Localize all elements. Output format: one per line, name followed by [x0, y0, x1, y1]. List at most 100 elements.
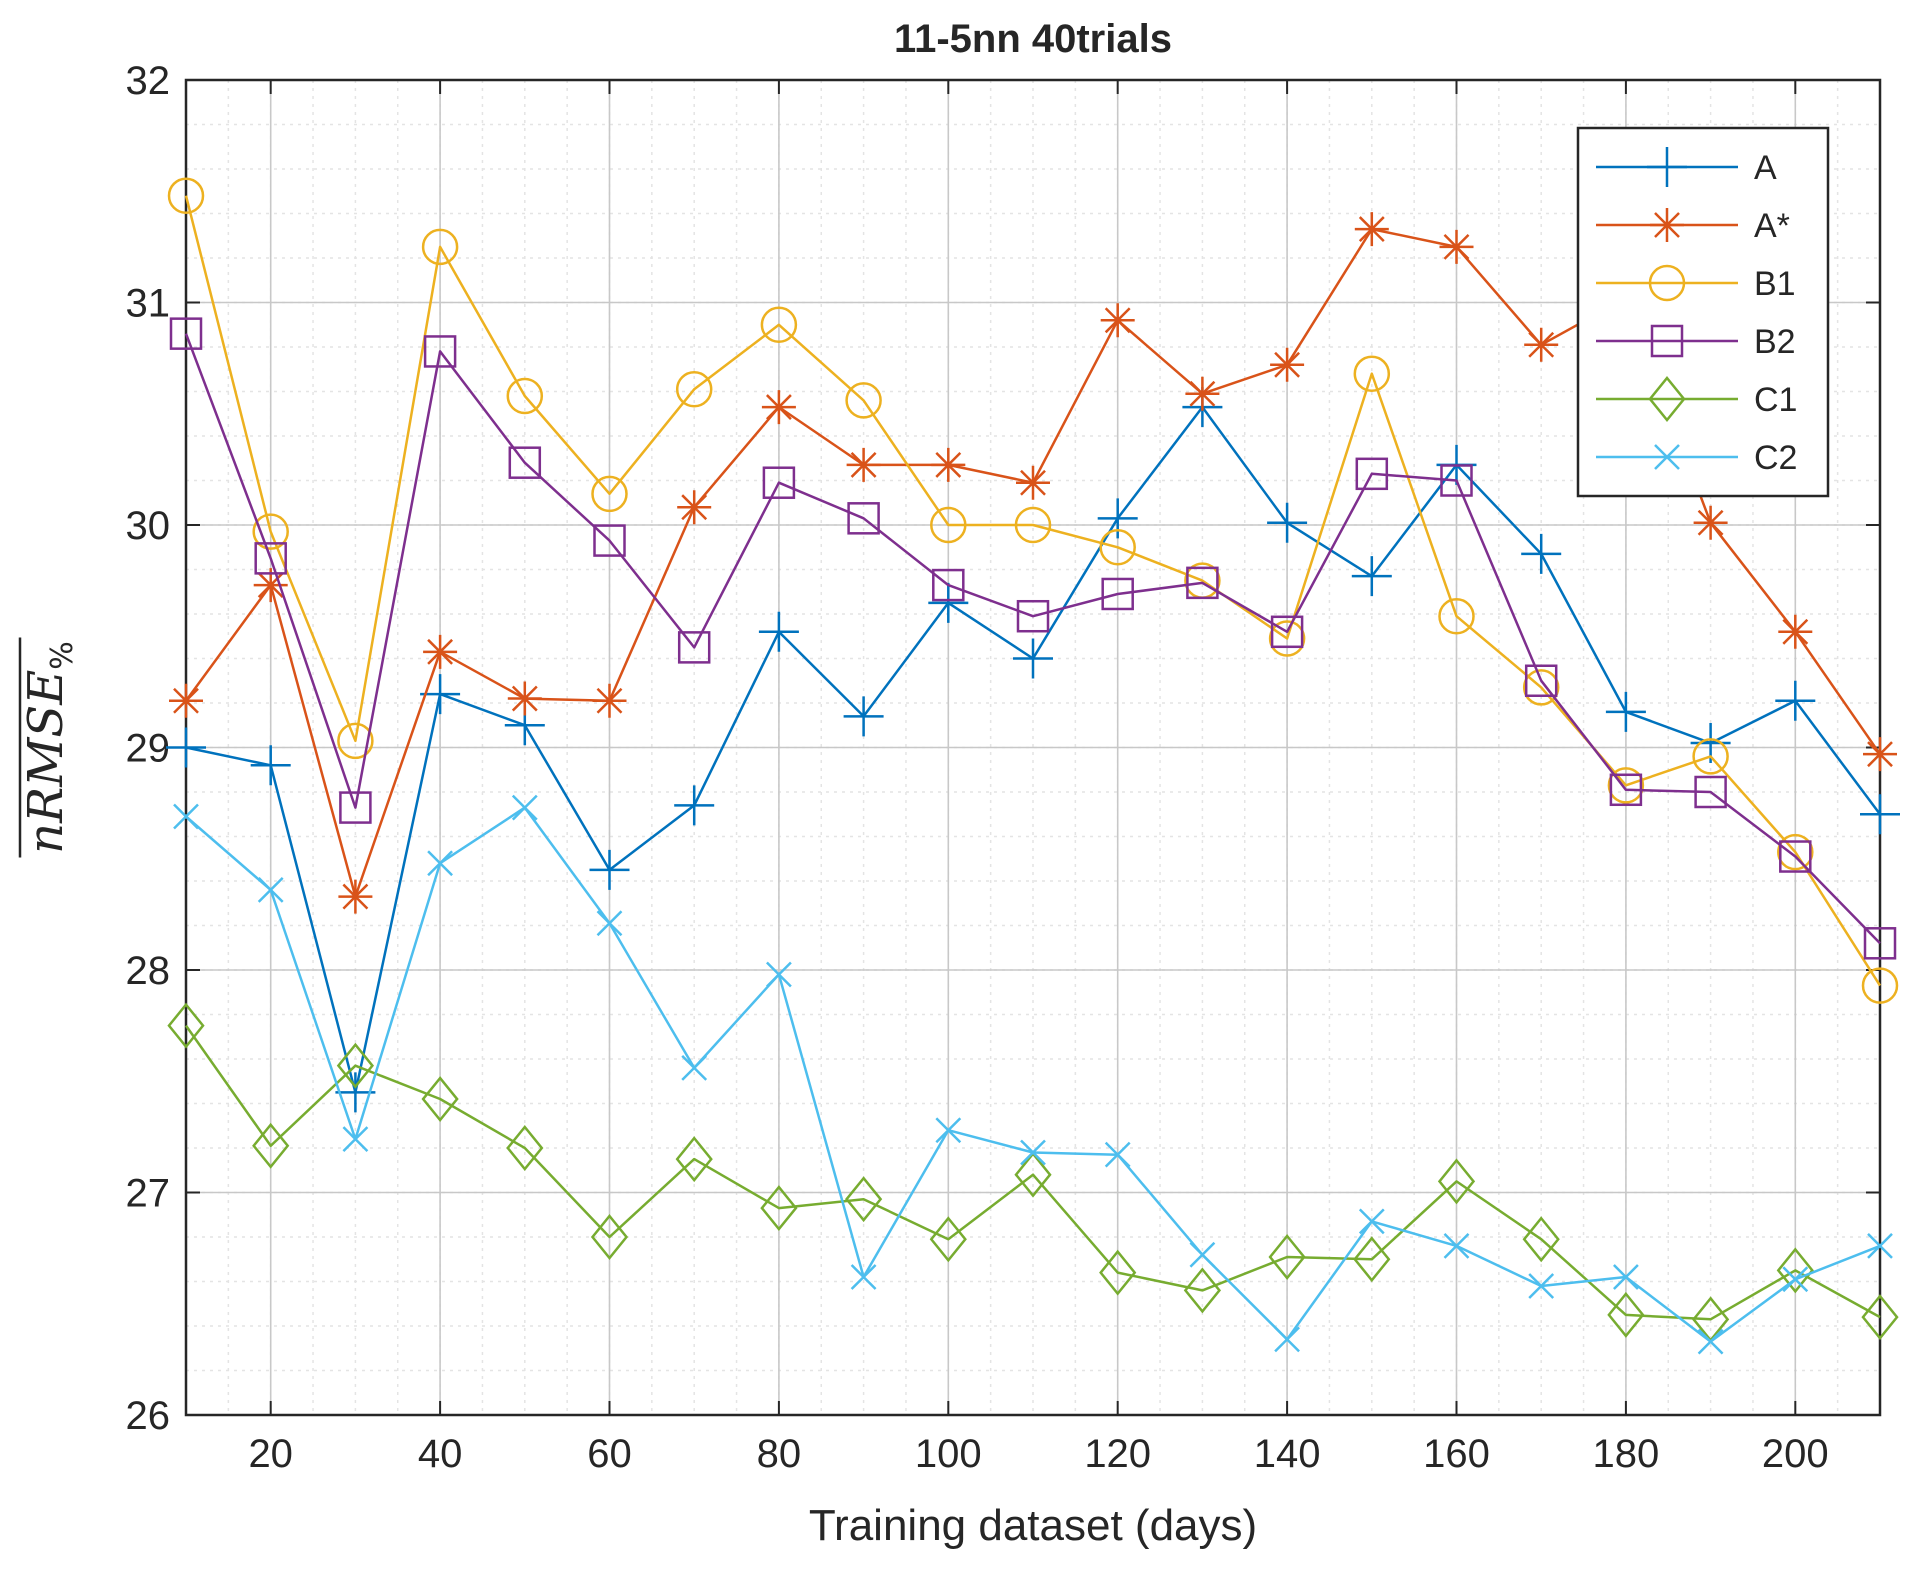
data-point — [1521, 533, 1562, 574]
data-point — [1524, 327, 1559, 362]
data-point — [846, 447, 881, 482]
data-point — [766, 961, 792, 988]
series-line — [184, 1024, 1881, 1321]
data-point — [1779, 840, 1812, 873]
legend-label: A* — [1754, 207, 1790, 245]
x-tick-label: 120 — [1084, 1432, 1151, 1476]
legend-marker — [1648, 264, 1686, 302]
data-point — [596, 910, 623, 937]
data-point — [677, 490, 712, 525]
data-point — [1351, 556, 1392, 597]
series-c2 — [173, 794, 1893, 1355]
x-tick-label: 180 — [1593, 1432, 1660, 1476]
data-point — [1522, 1216, 1560, 1263]
data-point — [1020, 1139, 1046, 1166]
x-tick-label: 60 — [587, 1432, 632, 1476]
data-point — [1522, 669, 1560, 706]
y-tick-label: 28 — [126, 949, 171, 993]
data-point — [1270, 615, 1304, 649]
data-point — [1692, 738, 1729, 775]
data-point — [1605, 691, 1646, 732]
data-point — [506, 1125, 544, 1171]
legend-marker — [1648, 376, 1686, 422]
data-point — [1863, 927, 1897, 960]
y-tick-label: 30 — [126, 504, 171, 548]
y-tick-label: 29 — [126, 727, 171, 771]
data-point — [166, 727, 206, 768]
data-point — [929, 1216, 967, 1263]
series-line — [184, 333, 1881, 945]
data-point — [1274, 1326, 1300, 1353]
data-point — [1860, 794, 1900, 835]
data-point — [1268, 620, 1306, 657]
y-axis-label-subscript: % — [45, 641, 80, 670]
data-point — [675, 1136, 713, 1183]
data-point — [935, 1117, 962, 1144]
legend-marker — [1650, 324, 1684, 358]
data-point — [1267, 502, 1308, 543]
data-point — [342, 1126, 369, 1152]
legend-item: C1 — [1596, 376, 1797, 422]
data-point — [760, 1185, 798, 1232]
y-axis-label-text: nRMSE% — [18, 641, 80, 854]
data-point — [167, 177, 205, 214]
data-point — [762, 466, 796, 499]
data-point — [1101, 577, 1134, 611]
x-tick-label: 40 — [418, 1432, 463, 1476]
data-point — [589, 849, 630, 890]
data-point — [928, 582, 969, 623]
data-point — [1100, 303, 1135, 338]
data-point — [1014, 1151, 1052, 1198]
data-point — [845, 382, 882, 419]
data-point — [675, 371, 713, 408]
data-point — [850, 1264, 877, 1290]
legend-item: B1 — [1596, 264, 1796, 303]
legend-item: C2 — [1596, 439, 1797, 477]
data-point — [681, 1055, 708, 1081]
data-point — [1353, 355, 1391, 392]
data-point — [1778, 614, 1813, 649]
data-point — [254, 542, 287, 575]
data-point — [1776, 1247, 1814, 1294]
data-point — [169, 683, 203, 718]
data-point — [338, 879, 373, 914]
data-point — [1861, 1294, 1899, 1341]
legend-label: A — [1754, 149, 1777, 187]
data-point — [1861, 967, 1899, 1004]
x-tick-label: 100 — [915, 1432, 982, 1476]
x-tick-label: 160 — [1423, 1432, 1490, 1476]
data-point — [1270, 347, 1305, 382]
data-point — [167, 1002, 205, 1049]
y-axis-label-main: nRMSE — [18, 670, 74, 854]
data-point — [1268, 1234, 1306, 1281]
y-axis-label: nRMSE% — [18, 637, 80, 858]
data-point — [169, 317, 203, 350]
data-point — [337, 722, 374, 760]
data-point — [1358, 1208, 1385, 1235]
data-point — [677, 631, 711, 664]
data-point — [1613, 1264, 1639, 1290]
data-point — [844, 1176, 883, 1223]
data-point — [930, 506, 967, 544]
data-point — [427, 850, 453, 877]
data-point — [1524, 664, 1558, 697]
data-point — [1609, 773, 1643, 807]
data-point — [257, 877, 284, 903]
data-point — [1607, 1291, 1645, 1338]
legend-marker — [1647, 147, 1687, 187]
data-point — [252, 1122, 290, 1169]
data-point — [173, 803, 199, 830]
data-point — [506, 377, 544, 415]
data-point — [1099, 1249, 1137, 1296]
data-point — [761, 390, 796, 425]
series-b2 — [169, 317, 1897, 960]
data-point — [1775, 680, 1816, 721]
legend-label: C1 — [1754, 381, 1797, 419]
x-tick-label: 140 — [1254, 1432, 1321, 1476]
data-point — [1863, 737, 1897, 772]
x-tick-label: 80 — [757, 1432, 802, 1476]
data-point — [1016, 465, 1050, 500]
legend-label: B1 — [1754, 265, 1796, 303]
data-point — [1697, 1328, 1724, 1355]
